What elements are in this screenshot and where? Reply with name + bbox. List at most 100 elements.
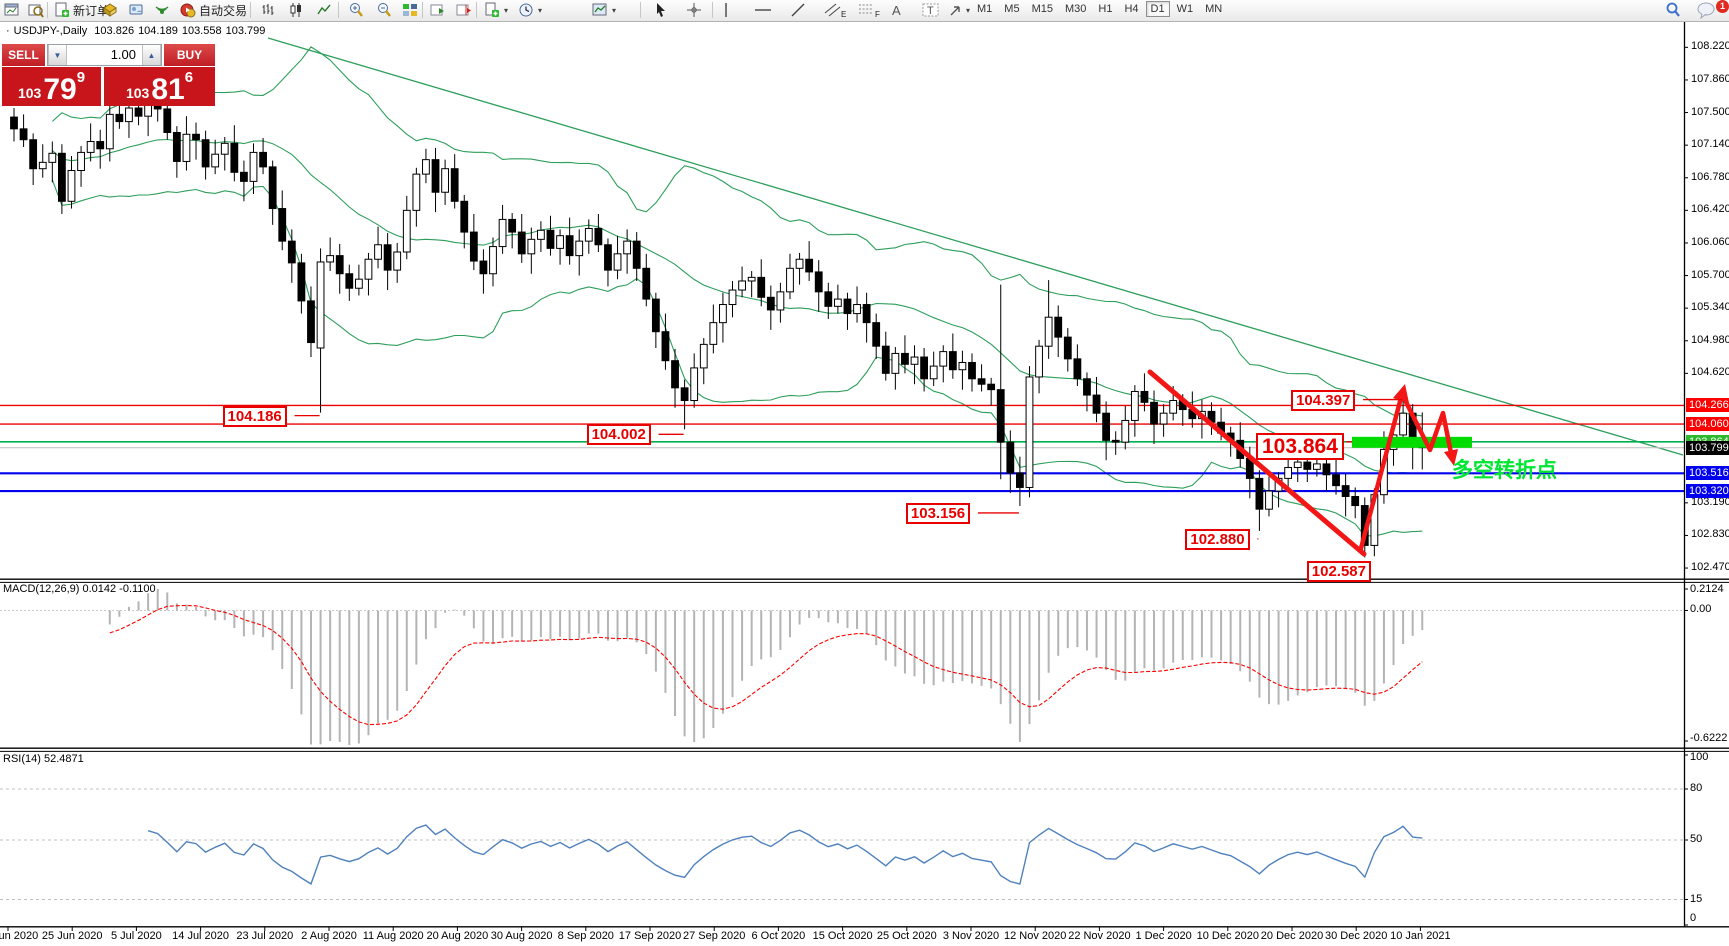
timeframe-m15[interactable]: M15 [1031, 3, 1053, 15]
price-callout-label[interactable]: 104.002 [586, 424, 651, 446]
symbol-name: USDJPY-,Daily [13, 25, 88, 37]
rsi-axis-tick: 0 [1690, 912, 1697, 924]
chat-icon[interactable] [1694, 1, 1718, 19]
descending-trendline[interactable] [267, 37, 1684, 456]
channel-tool-icon[interactable]: E [822, 1, 848, 19]
notification-badge[interactable]: 1 [1716, 0, 1729, 13]
date-label: 12 Nov 2020 [1003, 930, 1067, 942]
red-downtrend-line[interactable] [1147, 369, 1367, 557]
date-label: 17 Sep 2020 [618, 930, 682, 942]
volume-increase-button[interactable]: ▲ [142, 45, 161, 65]
timeframe-d1[interactable]: D1 [1145, 1, 1170, 17]
sell-price-prefix: 103 [17, 85, 42, 101]
y-axis-price-label: 103.799 [1686, 440, 1729, 455]
ohlc-low: 103.558 [181, 25, 222, 37]
green-highlight-bar[interactable] [1352, 436, 1472, 448]
horizontal-line-tool-icon[interactable] [752, 1, 774, 19]
autotrading-button[interactable]: 自动交易 [178, 1, 249, 19]
date-label: 25 Oct 2020 [876, 930, 937, 942]
templates-icon[interactable]: ▾ [590, 1, 618, 19]
buy-price-sup: 6 [184, 69, 194, 86]
chinese-annotation[interactable]: 多空转折点 [1452, 459, 1557, 482]
volume-decrease-button[interactable]: ▼ [48, 45, 67, 65]
new-chart-icon[interactable] [2, 1, 22, 19]
buy-price-box[interactable]: 103 81 6 [104, 67, 215, 106]
toolbar: 新订单 自动交易 ▾ ▾ ▾ [0, 0, 1729, 22]
svg-text:T: T [927, 5, 934, 17]
macd-label: MACD(12,26,9) 0.0142 -0.1100 [3, 583, 156, 595]
rsi-axis-tick: 100 [1690, 751, 1709, 763]
vertical-line-tool-icon[interactable] [718, 1, 734, 19]
rsi-line [147, 824, 1423, 885]
bollinger-upper-band [51, 46, 1423, 417]
y-axis-price-label: 103.320 [1686, 484, 1729, 499]
timeframe-m30[interactable]: M30 [1064, 3, 1087, 15]
price-pane[interactable] [0, 37, 1684, 558]
timeframe-mn[interactable]: MN [1205, 3, 1223, 15]
y-axis-price-label: 104.266 [1686, 398, 1729, 413]
bollinger-middle-band [51, 138, 1423, 475]
text-tool-icon[interactable]: A [890, 1, 903, 19]
chart-shift-icon[interactable] [454, 1, 474, 19]
timeframe-group: M1 M5 M15 M30 H1 H4 D1 W1 MN [972, 1, 1229, 17]
price-callout-label[interactable]: 102.880 [1185, 528, 1250, 550]
bar-chart-type-icon[interactable] [258, 1, 278, 19]
text-label-tool-icon[interactable]: T [920, 1, 942, 19]
zoom-out-icon[interactable] [374, 1, 394, 19]
rsi-axis-tick: 80 [1690, 782, 1703, 794]
arrows-tool-icon[interactable]: ▾ [946, 1, 972, 19]
periods-icon[interactable]: ▾ [516, 1, 544, 19]
buy-price-prefix: 103 [125, 85, 150, 101]
volume-input[interactable]: 1.00 [110, 47, 136, 62]
signal-icon[interactable] [152, 1, 172, 19]
search-icon[interactable] [1662, 1, 1684, 19]
fibonacci-tool-icon[interactable]: F [856, 1, 882, 19]
timeframe-h1[interactable]: H1 [1098, 3, 1113, 15]
y-axis-tick: 107.860 [1691, 72, 1729, 85]
data-window-icon[interactable] [126, 1, 146, 19]
cursor-tool-icon[interactable] [652, 1, 670, 19]
sell-price-box[interactable]: 103 79 9 [2, 67, 101, 106]
timeframe-h4[interactable]: H4 [1124, 3, 1139, 15]
terminal-icon[interactable] [100, 1, 120, 19]
candlestick-type-icon[interactable] [286, 1, 306, 19]
price-callout-label[interactable]: 102.587 [1306, 561, 1371, 583]
red-zigzag-arrows[interactable] [1357, 391, 1455, 553]
timeframe-m1[interactable]: M1 [977, 3, 993, 15]
timeframe-w1[interactable]: W1 [1176, 3, 1194, 15]
buy-button[interactable]: BUY [164, 44, 215, 66]
profiles-icon[interactable] [26, 1, 46, 19]
red-arrowhead-1 [1444, 449, 1458, 466]
y-axis-tick: 106.060 [1691, 235, 1729, 248]
tile-windows-icon[interactable] [400, 1, 420, 19]
auto-scroll-icon[interactable] [428, 1, 448, 19]
timeframe-m5[interactable]: M5 [1004, 3, 1020, 15]
zoom-in-icon[interactable] [346, 1, 366, 19]
ohlc-close: 103.799 [225, 25, 266, 37]
y-axis-price-label: 104.060 [1686, 417, 1729, 432]
crosshair-tool-icon[interactable] [684, 1, 704, 19]
candles[interactable] [10, 89, 1427, 558]
y-axis-tick: 106.420 [1691, 203, 1729, 216]
price-callout-label[interactable]: 104.397 [1291, 389, 1356, 411]
price-callout-label[interactable]: 103.156 [905, 502, 971, 524]
trendline-tool-icon[interactable] [788, 1, 808, 19]
y-axis-tick: 102.470 [1691, 561, 1729, 574]
date-label: 6 Oct 2020 [751, 930, 806, 942]
y-axis-price-label: 103.516 [1686, 466, 1729, 481]
price-callout-label[interactable]: 104.186 [222, 405, 287, 427]
buy-price-big: 81 [151, 73, 185, 106]
price-big-label[interactable]: 103.864 [1256, 433, 1344, 460]
new-order-button[interactable]: 新订单 [52, 1, 111, 19]
indicators-icon[interactable]: ▾ [482, 1, 510, 19]
line-chart-type-icon[interactable] [314, 1, 334, 19]
rsi-label: RSI(14) 52.4871 [3, 753, 84, 765]
date-label: 2 Aug 2020 [301, 930, 357, 942]
red-arrowhead-0 [1393, 384, 1409, 403]
ohlc-high: 104.189 [138, 25, 178, 37]
new-order-label: 新订单 [73, 3, 110, 18]
ohlc-open: 103.826 [94, 25, 135, 37]
sell-button[interactable]: SELL [2, 44, 45, 66]
date-label: 30 Dec 2020 [1324, 930, 1388, 942]
